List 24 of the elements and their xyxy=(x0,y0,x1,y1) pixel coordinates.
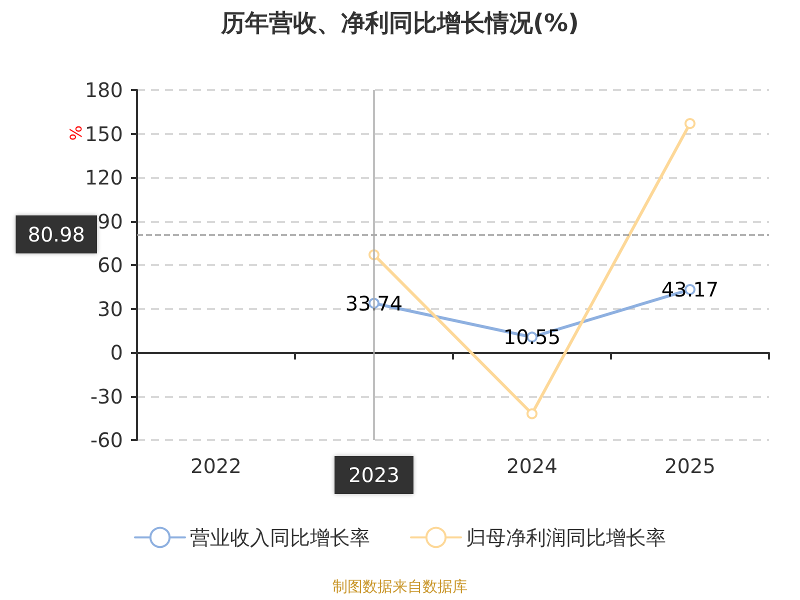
chart-title: 历年营收、净利同比增长情况(%) xyxy=(220,9,579,37)
point xyxy=(526,408,538,420)
data-label: 33.74 xyxy=(345,291,403,316)
legend-label: 营业收入同比增长率 xyxy=(190,525,370,550)
y-tick-label: 30 xyxy=(98,296,123,321)
y-tick-label: -30 xyxy=(90,384,123,408)
y-tick-label: 0 xyxy=(110,340,123,364)
x-tick-label: 2024 xyxy=(506,454,558,478)
x-tick-label: 2025 xyxy=(664,454,716,478)
legend-label: 归母净利润同比增长率 xyxy=(466,525,666,550)
y-axis-title: % xyxy=(66,125,86,141)
y-tick-label: 90 xyxy=(98,209,123,234)
point xyxy=(684,118,696,130)
data-label: 43.17 xyxy=(661,278,719,302)
y-tick-label: 180 xyxy=(84,78,123,102)
x-tick-label: 2022 xyxy=(190,454,242,478)
ref-line-label: 80.98 xyxy=(28,222,85,246)
x-tick-label: 2023 xyxy=(348,463,400,487)
y-tick-label: 60 xyxy=(98,253,123,277)
y-tick-label: -60 xyxy=(90,428,123,452)
y-tick-label: 120 xyxy=(84,166,123,190)
text: 制图数据来自数据库 xyxy=(332,578,468,596)
data-label: 10.55 xyxy=(503,325,561,350)
y-tick-label: 150 xyxy=(84,122,123,146)
